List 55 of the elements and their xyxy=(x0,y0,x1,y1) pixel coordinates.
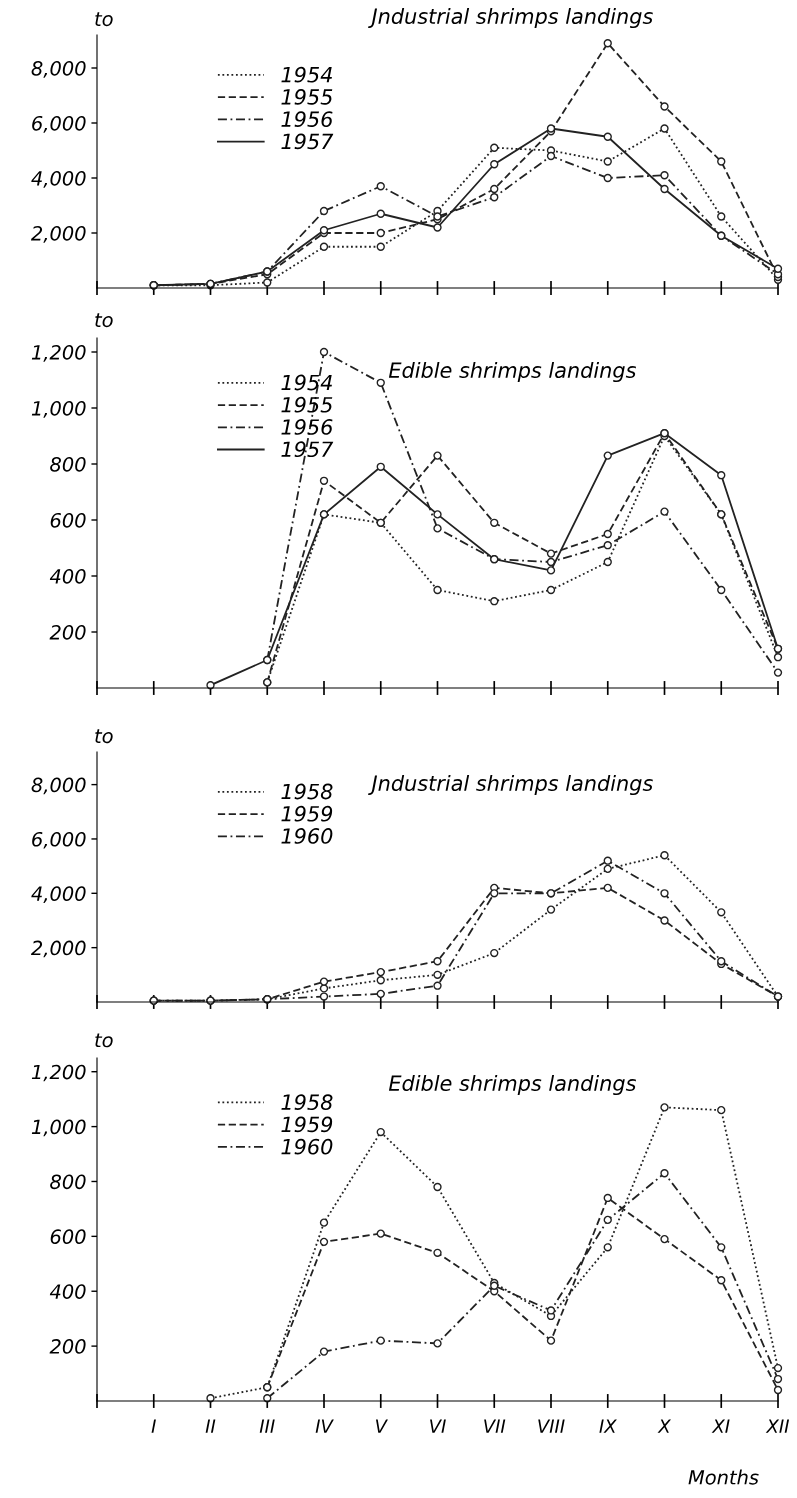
y-tick-label: 400 xyxy=(49,1284,86,1299)
y-tick-label: 600 xyxy=(50,512,86,528)
x-tick-label: I xyxy=(151,1419,156,1433)
x-tick-label: VIII xyxy=(538,1419,565,1433)
legend-label: 1960 xyxy=(281,828,333,844)
legend-label: 1960 xyxy=(281,1138,333,1155)
y-tick-label: 4,000 xyxy=(31,886,86,903)
text: Edible shrimps landings xyxy=(388,1074,637,1096)
y-tick-label: 8,000 xyxy=(31,777,86,795)
y-tick-label: 6,000 xyxy=(32,831,86,849)
legend-label: 1958 xyxy=(281,783,333,800)
x-axis-title: Months xyxy=(688,1469,759,1485)
y-tick-label: 1,000 xyxy=(31,1119,86,1137)
x-tick-label: III xyxy=(259,1419,275,1433)
chart-title: Jndustrial shrimps landings xyxy=(368,7,653,29)
y-tick-label: 8,000 xyxy=(31,60,86,78)
legend-label: 1959 xyxy=(281,1116,333,1133)
legend-label: 1954 xyxy=(281,66,332,83)
legend-label: 1956 xyxy=(281,111,333,128)
legend-label: 1954 xyxy=(281,374,332,391)
x-tick-label: IX xyxy=(599,1419,617,1433)
x-tick-label: V xyxy=(375,1419,388,1433)
legend-label: 1957 xyxy=(281,133,334,150)
y-tick-label: 800 xyxy=(50,456,86,472)
x-tick-label: IV xyxy=(315,1419,334,1433)
x-tick-label: II xyxy=(205,1419,216,1433)
y-tick-label: 1,000 xyxy=(31,400,86,418)
legend-label: 1959 xyxy=(281,805,333,822)
y-axis-title: to xyxy=(95,313,113,328)
y-tick-label: 200 xyxy=(49,624,86,640)
y-axis-title: to xyxy=(95,12,113,27)
y-tick-label: 2,000 xyxy=(30,225,86,243)
y-tick-label: 4,000 xyxy=(31,170,86,188)
x-tick-label: XII xyxy=(765,1419,790,1433)
y-axis-title: to xyxy=(95,729,113,744)
y-tick-label: 200 xyxy=(49,1339,86,1354)
y-tick-label: 800 xyxy=(50,1174,86,1190)
legend-label: 1957 xyxy=(281,441,334,458)
legend-label: 1958 xyxy=(281,1094,333,1111)
y-tick-label: 400 xyxy=(49,568,86,584)
legend-label: 1955 xyxy=(281,89,333,105)
y-tick-label: 1,200 xyxy=(31,1064,86,1082)
x-tick-label: XI xyxy=(711,1419,730,1433)
legend-label: 1956 xyxy=(281,419,333,435)
y-axis-title: to xyxy=(95,1033,113,1048)
x-tick-label: VII xyxy=(484,1419,506,1433)
y-tick-label: 6,000 xyxy=(32,115,86,133)
x-tick-label: VI xyxy=(430,1419,446,1433)
y-tick-label: 600 xyxy=(50,1229,86,1245)
x-tick-label: X xyxy=(657,1419,672,1433)
text: Jndustrial shrimps landings xyxy=(368,774,653,796)
text: Edible shrimps landings xyxy=(388,361,637,383)
y-tick-label: 1,200 xyxy=(31,344,86,362)
legend-label: 1955 xyxy=(281,396,333,413)
y-tick-label: 2,000 xyxy=(30,940,86,958)
